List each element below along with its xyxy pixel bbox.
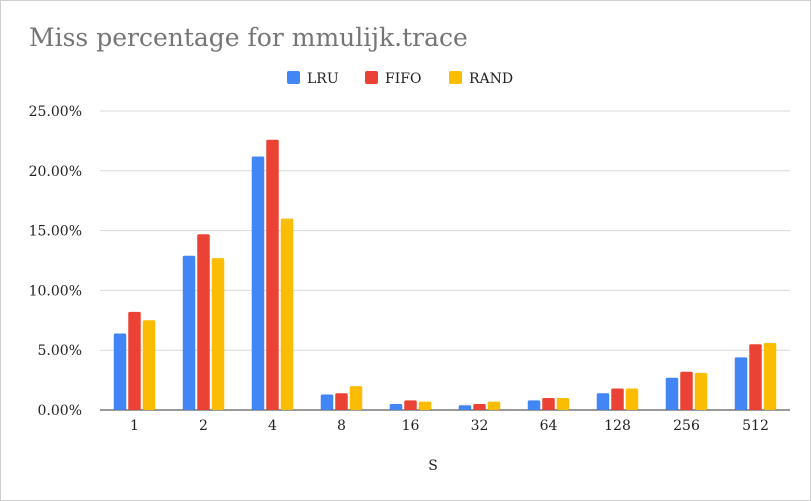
y-tick-label: 0.00% — [38, 403, 82, 419]
bar-rand-64 — [556, 398, 570, 410]
bar-lru-32 — [458, 405, 472, 410]
x-tick-label: 32 — [471, 418, 489, 434]
bar-lru-4 — [251, 156, 265, 410]
y-tick-label: 10.00% — [29, 283, 82, 299]
legend: LRU FIFO RAND — [287, 71, 513, 87]
bar-lru-1 — [113, 333, 127, 410]
bar-fifo-32 — [473, 404, 486, 410]
x-tick-label: 1 — [130, 418, 139, 434]
bar-fifo-4 — [266, 139, 279, 411]
bar-rand-4 — [280, 218, 294, 410]
bar-rand-32 — [487, 401, 501, 410]
bar-lru-256 — [665, 377, 679, 410]
legend-swatch-rand — [449, 71, 462, 84]
bar-lru-16 — [389, 404, 403, 410]
bar-lru-2 — [182, 255, 196, 410]
x-tick-label: 2 — [199, 418, 208, 434]
bar-fifo-16 — [404, 400, 417, 410]
bar-lru-8 — [320, 394, 334, 410]
x-tick-label: 8 — [337, 418, 346, 434]
bar-rand-512 — [763, 343, 777, 410]
x-tick-label: 4 — [268, 418, 277, 434]
x-axis-title: S — [428, 458, 438, 474]
legend-label-lru: LRU — [307, 71, 339, 87]
bar-fifo-2 — [197, 234, 210, 410]
x-tick-label: 128 — [604, 418, 631, 434]
bar-fifo-128 — [611, 388, 624, 410]
y-tick-label: 5.00% — [38, 343, 82, 359]
bar-rand-256 — [694, 372, 708, 410]
chart-title: Miss percentage for mmulijk.trace — [29, 23, 468, 52]
bar-fifo-64 — [542, 398, 555, 410]
bar-rand-128 — [625, 388, 639, 410]
y-tick-label: 20.00% — [29, 164, 82, 180]
bar-rand-2 — [211, 258, 225, 410]
x-tick-label: 64 — [540, 418, 558, 434]
bar-fifo-256 — [680, 371, 693, 410]
bar-fifo-1 — [128, 311, 141, 410]
y-tick-labels: 0.00% 5.00% 10.00% 15.00% 20.00% 25.00% — [29, 104, 82, 419]
x-tick-labels: 1 2 4 8 16 32 64 128 256 512 — [130, 418, 769, 434]
legend-label-fifo: FIFO — [385, 71, 421, 87]
y-tick-label: 15.00% — [29, 224, 82, 240]
bar-lru-64 — [527, 400, 541, 410]
x-tick-label: 256 — [673, 418, 700, 434]
x-tick-label: 512 — [742, 418, 769, 434]
legend-swatch-lru — [287, 71, 300, 84]
bar-fifo-512 — [749, 344, 762, 410]
legend-label-rand: RAND — [469, 71, 513, 87]
bar-lru-512 — [734, 357, 748, 410]
bar-rand-16 — [418, 401, 432, 410]
bar-lru-128 — [596, 393, 610, 410]
bar-rand-1 — [142, 320, 156, 410]
legend-swatch-fifo — [365, 71, 378, 84]
x-tick-label: 16 — [402, 418, 420, 434]
y-tick-label: 25.00% — [29, 104, 82, 120]
bars — [113, 139, 777, 411]
bar-rand-8 — [349, 386, 363, 410]
bar-fifo-8 — [335, 393, 348, 410]
